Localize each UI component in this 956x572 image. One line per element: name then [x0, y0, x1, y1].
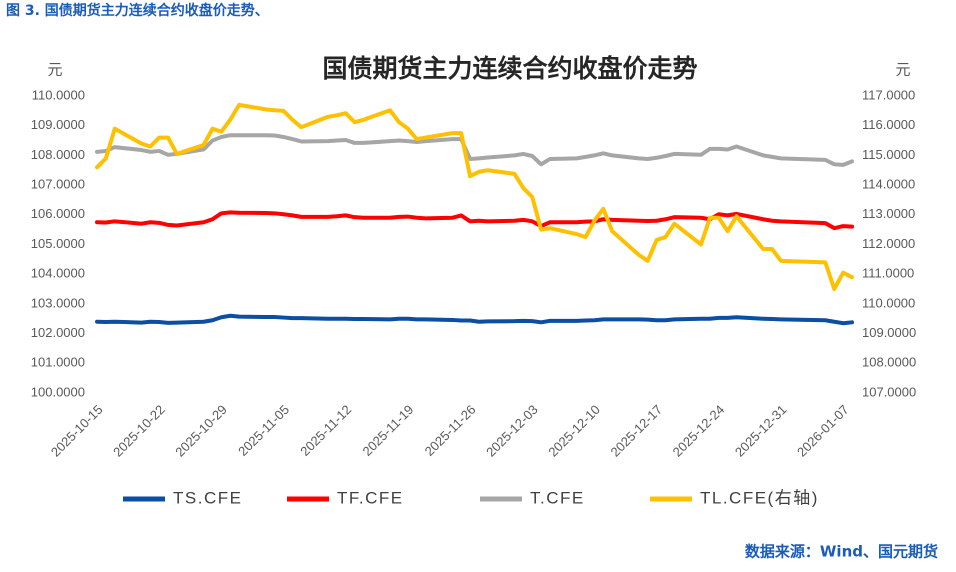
y2-tick-label: 109.0000 — [862, 325, 916, 340]
source: 数据来源：Wind、国元期货 — [745, 543, 938, 561]
x-tick-label: 2025-10-15 — [48, 402, 106, 460]
y2-tick-label: 117.0000 — [862, 87, 915, 102]
x-tick-label: 2025-12-17 — [608, 402, 666, 460]
legend-label: TF.CFE — [337, 488, 404, 507]
series-line — [95, 133, 854, 167]
y2-tick-label: 116.0000 — [862, 117, 915, 132]
y2-tick-label: 112.0000 — [862, 236, 915, 251]
series-line — [95, 313, 854, 326]
y-axis-unit: 元 — [47, 61, 62, 79]
y-tick-label: 106.0000 — [31, 206, 85, 221]
series-line — [95, 102, 854, 292]
y-tick-label: 107.0000 — [31, 177, 85, 192]
y2-tick-label: 108.0000 — [862, 355, 916, 370]
x-tick-label: 2025-11-12 — [297, 402, 354, 459]
caption: 图 3. 国债期货主力连续合约收盘价走势、 — [6, 2, 269, 19]
y-tick-label: 103.0000 — [31, 295, 85, 310]
x-tick-label: 2025-11-19 — [359, 402, 416, 459]
x-tick-label: 2025-12-10 — [545, 402, 603, 460]
x-tick-label: 2025-12-24 — [670, 402, 728, 460]
y2-tick-label: 115.0000 — [862, 147, 915, 162]
y-tick-label: 109.0000 — [31, 117, 85, 132]
y2-tick-label: 114.0000 — [862, 177, 915, 192]
x-tick-label: 2025-11-26 — [422, 402, 479, 459]
x-tick-label: 2025-10-29 — [172, 402, 230, 460]
x-tick-label: 2026-01-07 — [794, 402, 852, 460]
y2-tick-label: 107.0000 — [862, 384, 916, 399]
y2-axis-unit: 元 — [895, 61, 910, 79]
y-tick-label: 108.0000 — [31, 147, 85, 162]
x-tick-label: 2025-12-31 — [732, 402, 790, 460]
y-tick-label: 100.0000 — [31, 384, 85, 399]
y2-tick-label: 110.0000 — [862, 295, 915, 310]
y-tick-label: 104.0000 — [31, 266, 85, 281]
chart-title: 国债期货主力连续合约收盘价走势 — [322, 54, 697, 83]
y-tick-label: 105.0000 — [31, 236, 85, 251]
x-tick-label: 2025-10-22 — [110, 402, 168, 460]
y2-tick-label: 113.0000 — [862, 206, 915, 221]
legend-label: TL.CFE(右轴) — [700, 488, 819, 507]
y-tick-label: 110.0000 — [32, 87, 85, 102]
legend-label: T.CFE — [530, 488, 585, 507]
legend-label: TS.CFE — [173, 488, 242, 507]
y2-tick-label: 111.0000 — [862, 266, 914, 281]
x-tick-label: 2025-12-03 — [483, 402, 541, 460]
y-tick-label: 102.0000 — [31, 325, 85, 340]
x-tick-label: 2025-11-05 — [235, 402, 292, 459]
y-tick-label: 101.0000 — [31, 355, 85, 370]
